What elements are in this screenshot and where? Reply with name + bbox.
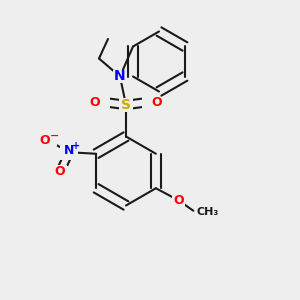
FancyBboxPatch shape [97, 95, 110, 109]
Text: N: N [64, 144, 74, 157]
Text: S: S [121, 98, 131, 112]
FancyBboxPatch shape [172, 194, 184, 206]
Text: O: O [173, 194, 184, 207]
Text: O: O [40, 134, 50, 147]
FancyBboxPatch shape [41, 134, 55, 147]
FancyBboxPatch shape [113, 70, 127, 83]
FancyBboxPatch shape [142, 95, 155, 109]
Text: O: O [90, 95, 101, 109]
FancyBboxPatch shape [60, 145, 78, 160]
Text: +: + [72, 141, 80, 151]
Text: O: O [152, 95, 162, 109]
Text: CH₃: CH₃ [196, 207, 219, 217]
FancyBboxPatch shape [172, 194, 185, 207]
FancyBboxPatch shape [119, 98, 133, 112]
Text: −: − [50, 131, 59, 141]
FancyBboxPatch shape [39, 134, 57, 146]
Text: N: N [114, 70, 126, 83]
FancyBboxPatch shape [62, 146, 76, 159]
Text: O: O [55, 165, 65, 178]
FancyBboxPatch shape [53, 165, 67, 178]
FancyBboxPatch shape [52, 166, 68, 178]
